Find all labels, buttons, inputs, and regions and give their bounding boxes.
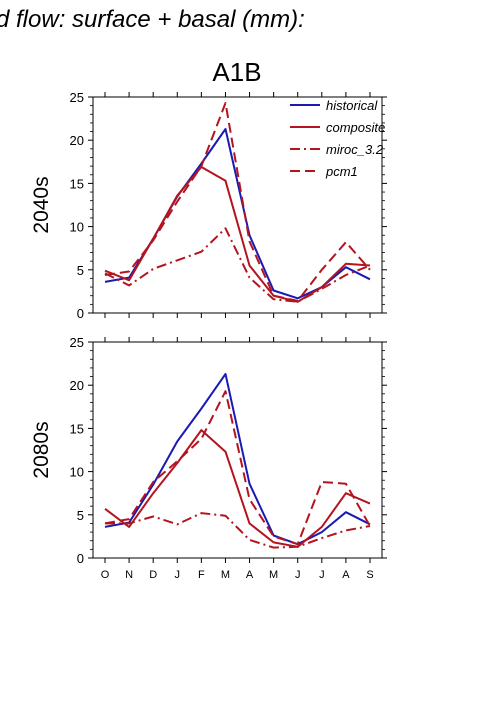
y-tick-label: 0 xyxy=(77,551,84,566)
series-line-miroc-3-2 xyxy=(105,512,371,549)
y-tick-label: 15 xyxy=(70,176,84,191)
series-line-composite xyxy=(104,166,371,303)
x-tick-label: N xyxy=(125,569,133,581)
series-line-pcm1 xyxy=(104,390,371,546)
x-tick-label: J xyxy=(295,569,301,581)
plot-frame xyxy=(92,341,383,559)
x-tick-label: S xyxy=(366,569,373,581)
series-line-historical xyxy=(104,373,371,546)
chart-panels: 0 5 10 15 20 25 2040s historical composite miroc_… xyxy=(30,90,387,581)
legend-label: historical xyxy=(326,98,378,113)
x-tick-label: A xyxy=(342,569,350,581)
plot-frame xyxy=(92,96,383,314)
y-tick-label: 0 xyxy=(77,306,84,321)
x-tick-label: F xyxy=(198,569,205,581)
panel-label: 2040s xyxy=(30,176,53,233)
x-tick-label: A xyxy=(246,569,254,581)
legend-label: miroc_3.2 xyxy=(326,142,384,157)
y-tick-label: 25 xyxy=(70,90,84,105)
x-tick-label: M xyxy=(221,569,230,581)
series-line-pcm1 xyxy=(104,102,371,302)
y-tick-label: 10 xyxy=(70,465,84,480)
legend-label: pcm1 xyxy=(325,164,358,179)
y-tick-label: 10 xyxy=(70,220,84,235)
y-tick-label: 20 xyxy=(70,378,84,393)
x-tick-label: J xyxy=(319,569,325,581)
scenario-title: A1B xyxy=(212,57,261,87)
y-tick-label: 15 xyxy=(70,421,84,436)
y-tick-label: 5 xyxy=(77,508,84,523)
y-tick-label: 20 xyxy=(70,133,84,148)
x-tick-label: M xyxy=(269,569,278,581)
figure-title: d flow: surface + basal (mm): xyxy=(0,6,305,33)
legend-label: composite xyxy=(326,120,385,135)
panel-label: 2080s xyxy=(30,421,53,478)
y-tick-label: 5 xyxy=(77,263,84,278)
x-tick-label: D xyxy=(149,569,157,581)
chart-panel-2040s: 0 5 10 15 20 25 2040s historical composite miroc_… xyxy=(30,90,387,321)
series-line-composite xyxy=(104,429,371,548)
series-line-miroc-3-2 xyxy=(104,227,371,303)
y-tick-label: 25 xyxy=(70,335,84,350)
x-tick-label: J xyxy=(175,569,181,581)
legend: historical composite miroc_3.2 pcm1 xyxy=(290,98,385,179)
x-tick-label: O xyxy=(101,569,110,581)
chart-panel-2080s: 0 5 10 15 20 25 O N D J F M A M J J A S 2080s xyxy=(30,335,387,581)
